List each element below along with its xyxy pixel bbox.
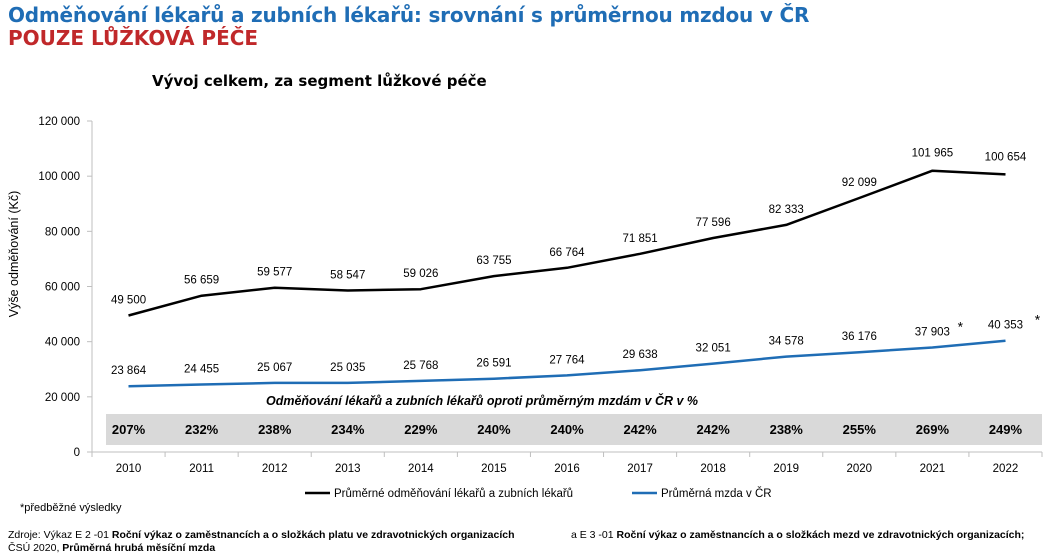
footnote: *předběžné výsledky xyxy=(20,502,122,514)
doctors-pay-label: 63 755 xyxy=(476,255,511,267)
average-wage-line xyxy=(128,339,1006,388)
average-wage-label: 29 638 xyxy=(622,349,657,361)
y-tick-label: 0 xyxy=(74,447,80,459)
doctors-pay-label: 59 026 xyxy=(403,268,438,280)
legend-label-wage: Průměrná mzda v ČR xyxy=(661,487,772,500)
x-tick-label: 2021 xyxy=(920,463,946,475)
average-wage-label: 24 455 xyxy=(184,364,219,376)
source-note: Zdroje: Výkaz E 2 -01 Roční výkaz o zamě… xyxy=(8,529,1048,555)
y-tick-label: 120 000 xyxy=(38,116,80,128)
ratio-label: 269% xyxy=(916,422,950,437)
y-tick-label: 40 000 xyxy=(45,337,80,349)
x-tick-label: 2013 xyxy=(335,463,361,475)
average-wage-label: 32 051 xyxy=(696,343,731,355)
average-wage-label: 25 768 xyxy=(403,360,438,372)
x-tick-label: 2018 xyxy=(700,463,726,475)
average-wage-label: 25 035 xyxy=(330,362,365,374)
ratio-label: 238% xyxy=(770,422,804,437)
doctors-pay-label: 100 654 xyxy=(985,151,1027,163)
ratio-label: 255% xyxy=(843,422,877,437)
doctors-pay-label: 59 577 xyxy=(257,267,292,279)
x-tick-label: 2020 xyxy=(847,463,873,475)
source-line2-prefix: ČSÚ 2020, xyxy=(8,542,63,554)
chart-title: Vývoj celkem, za segment lůžkové péče xyxy=(152,72,487,90)
ratio-label: 242% xyxy=(697,422,731,437)
x-tick-label: 2011 xyxy=(189,463,214,475)
source-part2: Roční výkaz o zaměstnancích a o složkách… xyxy=(616,529,1025,541)
doctors-pay-label: 77 596 xyxy=(696,217,731,229)
legend-label-doctors: Průměrné odměňování lékařů a zubních lék… xyxy=(334,488,573,500)
x-tick-label: 2016 xyxy=(554,463,580,475)
ratio-band xyxy=(106,414,1042,445)
y-tick-label: 20 000 xyxy=(45,392,80,404)
ratio-title: Odměňování lékařů a zubních lékařů oprot… xyxy=(266,393,698,408)
average-wage-label: 25 067 xyxy=(257,362,292,374)
x-tick-label: 2017 xyxy=(627,463,653,475)
x-tick-label: 2012 xyxy=(262,463,288,475)
ratio-label: 234% xyxy=(331,422,365,437)
ratio-label: 249% xyxy=(989,422,1023,437)
doctors-pay-label: 49 500 xyxy=(111,294,146,306)
ratio-label: 229% xyxy=(404,422,438,437)
ratio-label: 207% xyxy=(112,422,146,437)
average-wage-label: 36 176 xyxy=(842,331,877,343)
ratio-label: 242% xyxy=(623,422,657,437)
ratio-label: 238% xyxy=(258,422,292,437)
doctors-pay-label: 82 333 xyxy=(769,204,804,216)
average-wage-label: 34 578 xyxy=(769,336,804,348)
source-prefix: Zdroje: Výkaz E 2 -01 xyxy=(8,529,112,541)
y-tick-label: 80 000 xyxy=(45,226,80,238)
source-mid: a E 3 -01 xyxy=(571,529,617,541)
preliminary-marker: * xyxy=(1035,312,1041,328)
doctors-pay-label: 92 099 xyxy=(842,177,877,189)
x-tick-label: 2014 xyxy=(408,463,434,475)
average-wage-label: 23 864 xyxy=(111,365,147,377)
y-tick-label: 60 000 xyxy=(45,282,80,294)
doctors-pay-line xyxy=(128,169,1006,317)
preliminary-marker: * xyxy=(958,318,964,334)
x-tick-label: 2019 xyxy=(773,463,799,475)
doctors-pay-label: 71 851 xyxy=(622,233,657,245)
average-wage-label: 26 591 xyxy=(476,358,511,370)
doctors-pay-label: 66 764 xyxy=(549,247,585,259)
source-line2-bold: Průměrná hrubá měsíční mzda xyxy=(62,542,216,554)
average-wage-label: 37 903 xyxy=(915,326,950,338)
ratio-label: 240% xyxy=(550,422,584,437)
average-wage-label: 40 353 xyxy=(988,320,1023,332)
ratio-label: 240% xyxy=(477,422,511,437)
x-tick-label: 2022 xyxy=(993,463,1019,475)
page-title: Odměňování lékařů a zubních lékařů: srov… xyxy=(8,3,810,27)
average-wage-label: 27 764 xyxy=(549,354,585,366)
x-tick-label: 2010 xyxy=(116,463,142,475)
ratio-label: 232% xyxy=(185,422,219,437)
page-subtitle: POUZE LŮŽKOVÁ PÉČE xyxy=(8,26,259,50)
y-tick-label: 100 000 xyxy=(38,171,80,183)
doctors-pay-label: 56 659 xyxy=(184,275,219,287)
doctors-pay-label: 101 965 xyxy=(912,148,954,160)
source-part1: Roční výkaz o zaměstnancích a o složkách… xyxy=(111,529,515,541)
doctors-pay-label: 58 547 xyxy=(330,270,365,282)
x-tick-label: 2015 xyxy=(481,463,507,475)
y-axis-label: Výše odměňování (Kč) xyxy=(7,191,21,317)
